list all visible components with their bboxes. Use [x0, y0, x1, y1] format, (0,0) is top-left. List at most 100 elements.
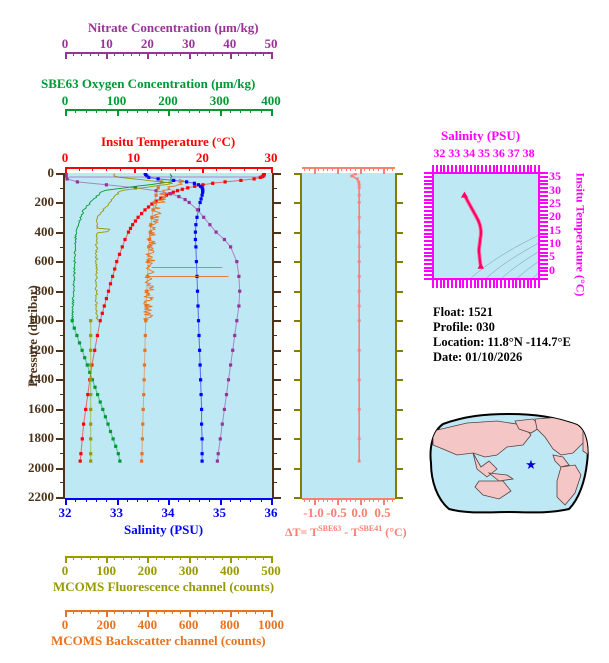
profile-marker — [222, 237, 226, 242]
ts-axis-tick — [540, 259, 548, 261]
ts-axis-tick — [462, 165, 464, 173]
delta-t-plot[interactable] — [302, 173, 395, 498]
axis-tick-minor — [60, 247, 65, 248]
delta-t-trace — [350, 173, 361, 463]
profile-marker — [152, 200, 156, 205]
profile-marker — [196, 183, 201, 187]
tick-label: 10 — [99, 36, 113, 51]
profile-marker — [185, 180, 189, 184]
profile-marker — [89, 348, 93, 352]
profile-marker — [147, 245, 151, 249]
tick-label: 0 — [61, 563, 69, 578]
ts-left-ticks — [424, 172, 432, 280]
profile-marker — [131, 223, 135, 227]
ts-axis-tick — [500, 165, 502, 173]
profile-marker — [142, 378, 146, 382]
profile-marker — [231, 348, 235, 352]
ts-salinity-title: Salinity (PSU) — [441, 128, 521, 143]
ts-temperature-title: Insitu Temperature (°C) — [573, 172, 588, 297]
ts-axis-tick — [424, 210, 432, 212]
axis-tick — [395, 497, 403, 499]
axis-tick — [272, 202, 281, 204]
ts-axis-tick — [534, 280, 536, 288]
axis-tick — [294, 497, 302, 499]
axis-tick-minor — [272, 453, 277, 454]
ts-axis-tick — [540, 183, 548, 185]
profile-marker — [89, 422, 93, 426]
ts-salinity-tick-label: 38 — [522, 146, 535, 160]
profile-marker — [200, 437, 204, 441]
tick-label: 30 — [182, 36, 196, 51]
axis-tick-minor — [272, 394, 277, 395]
profile-marker — [111, 437, 115, 441]
main-profile-plot[interactable] — [65, 173, 272, 498]
profile-marker — [89, 407, 93, 411]
ts-axis-tick — [540, 180, 548, 182]
ts-temperature-tick-label: 20 — [549, 209, 561, 224]
ts-axis-tick — [540, 214, 548, 216]
ts-axis-tick — [424, 263, 432, 265]
axis-tick-minor — [60, 394, 65, 395]
profile-marker — [93, 348, 97, 352]
profile-marker — [89, 459, 93, 463]
profile-marker — [149, 223, 153, 227]
fluorescence-axis-title: MCOMS Fluorescence channel (counts) — [53, 579, 275, 594]
ts-axis-tick — [424, 195, 432, 197]
axis-tick — [395, 291, 403, 293]
axis-tick — [294, 232, 302, 234]
delta-t-marker — [357, 408, 361, 411]
profile-marker — [169, 192, 173, 196]
axis-tick-minor — [272, 335, 277, 336]
profile-marker — [193, 230, 197, 234]
ts-diagram[interactable] — [432, 172, 540, 280]
profile-marker — [123, 237, 127, 242]
tick-label: 500 — [261, 563, 281, 578]
axis-tick-minor — [60, 364, 65, 365]
ts-axis-tick — [424, 187, 432, 189]
profile-marker — [175, 189, 180, 193]
tick-label: 20 — [195, 150, 209, 165]
delta-t-left-border — [300, 173, 302, 499]
profile-marker — [75, 333, 79, 338]
axis-tick — [272, 261, 281, 263]
profile-marker — [194, 223, 198, 227]
delta-t-title-sup1: SBE63 — [318, 524, 342, 533]
axis-tick — [395, 409, 403, 411]
delta-t-marker — [357, 459, 361, 463]
profile-marker — [215, 459, 219, 463]
profile-marker — [143, 208, 147, 212]
profile-marker — [65, 173, 68, 175]
isopycnal-contour — [517, 261, 538, 278]
pressure-tick-label: 1600 — [28, 400, 54, 416]
ts-axis-tick — [440, 165, 442, 173]
ts-axis-tick — [459, 280, 461, 288]
ts-axis-tick — [489, 280, 491, 288]
tick-label: 100 — [96, 563, 116, 578]
axis-tick — [294, 202, 302, 204]
axis-tick — [294, 261, 302, 263]
profile-marker — [156, 177, 160, 181]
profile-marker — [140, 437, 144, 441]
profile-marker — [195, 215, 199, 219]
profile-marker — [79, 452, 83, 456]
axis-tick-minor — [60, 423, 65, 424]
ts-axis-tick — [424, 278, 432, 280]
profile-marker — [196, 304, 200, 308]
world-map[interactable]: ★ — [427, 411, 592, 516]
profile-marker — [72, 326, 76, 330]
axis-tick-minor — [272, 423, 277, 424]
profile-marker — [237, 304, 241, 308]
axis-tick-minor — [60, 335, 65, 336]
ts-axis-tick — [519, 165, 521, 173]
ts-axis-tick — [436, 165, 438, 173]
ts-axis-tick — [540, 187, 548, 189]
profile-marker — [80, 437, 84, 441]
ts-axis-tick — [540, 217, 548, 219]
profile-line — [79, 173, 265, 462]
ts-temperature-tick-label: 25 — [549, 196, 561, 210]
delta-t-tick-label: -0.5 — [326, 505, 347, 520]
profile-number-label: Profile: 030 — [433, 320, 495, 334]
ts-salinity-tick-label: 32 — [433, 146, 446, 160]
profile-marker — [154, 193, 158, 197]
delta-t-marker — [357, 193, 361, 197]
